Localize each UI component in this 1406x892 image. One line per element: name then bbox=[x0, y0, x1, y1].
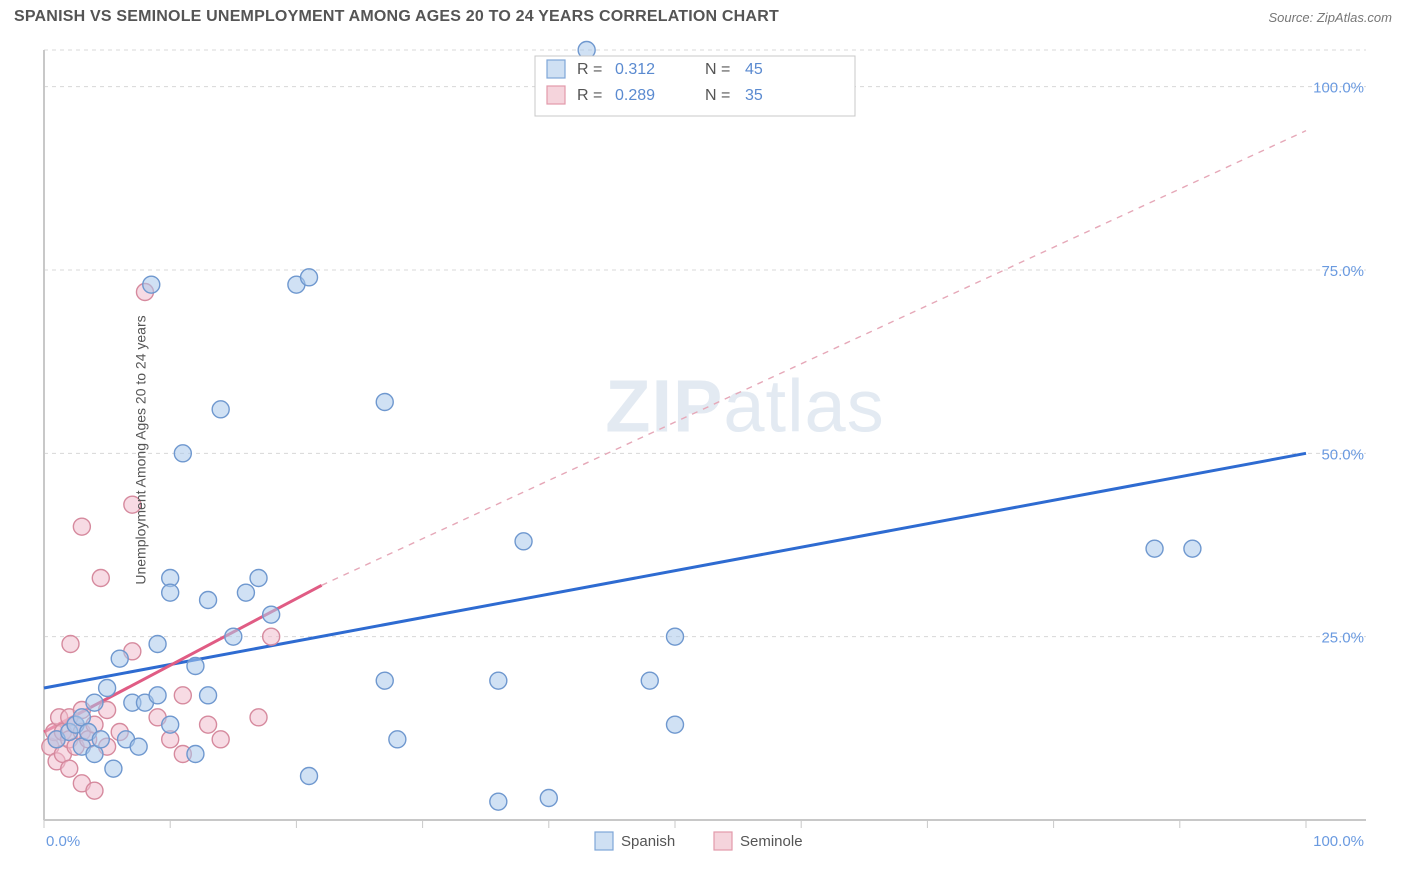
spanish-point bbox=[99, 680, 116, 697]
legend-n-label: N = bbox=[705, 61, 730, 78]
seminole-point bbox=[62, 636, 79, 653]
legend-n-value: 45 bbox=[745, 61, 763, 78]
source-prefix: Source: bbox=[1268, 10, 1316, 25]
spanish-point bbox=[130, 738, 147, 755]
y-tick-label: 100.0% bbox=[1313, 80, 1364, 97]
legend-swatch bbox=[547, 86, 565, 104]
source-name: ZipAtlas.com bbox=[1317, 10, 1392, 25]
legend-swatch bbox=[714, 832, 732, 850]
legend-r-value: 0.312 bbox=[615, 61, 655, 78]
spanish-point bbox=[263, 606, 280, 623]
spanish-point bbox=[187, 658, 204, 675]
x-tick-label: 100.0% bbox=[1313, 833, 1364, 850]
spanish-point bbox=[86, 694, 103, 711]
seminole-fit-extrapolation bbox=[322, 131, 1306, 586]
legend-swatch bbox=[595, 832, 613, 850]
spanish-point bbox=[92, 731, 109, 748]
chart-header: SPANISH VS SEMINOLE UNEMPLOYMENT AMONG A… bbox=[0, 0, 1406, 30]
spanish-point bbox=[174, 445, 191, 462]
spanish-point bbox=[667, 716, 684, 733]
seminole-point bbox=[263, 628, 280, 645]
spanish-point bbox=[515, 533, 532, 550]
spanish-point bbox=[490, 793, 507, 810]
spanish-point bbox=[162, 584, 179, 601]
spanish-point bbox=[200, 592, 217, 609]
chart-title: SPANISH VS SEMINOLE UNEMPLOYMENT AMONG A… bbox=[14, 8, 779, 26]
y-tick-label: 50.0% bbox=[1321, 446, 1364, 463]
spanish-point bbox=[225, 628, 242, 645]
legend-swatch bbox=[547, 60, 565, 78]
spanish-point bbox=[149, 687, 166, 704]
seminole-point bbox=[92, 570, 109, 587]
spanish-point bbox=[143, 276, 160, 293]
spanish-point bbox=[149, 636, 166, 653]
legend-series-label: Spanish bbox=[621, 833, 675, 850]
spanish-point bbox=[376, 394, 393, 411]
legend-n-value: 35 bbox=[745, 87, 763, 104]
spanish-point bbox=[641, 672, 658, 689]
legend-r-label: R = bbox=[577, 61, 602, 78]
scatter-chart: ZIPatlas 25.0% 50.0% 75.0% 100.0% 0.0% 100.0% R… bbox=[0, 30, 1406, 870]
seminole-point bbox=[73, 518, 90, 535]
legend-n-label: N = bbox=[705, 87, 730, 104]
seminole-point bbox=[174, 687, 191, 704]
watermark: ZIPatlas bbox=[605, 364, 884, 447]
spanish-point bbox=[540, 790, 557, 807]
chart-container: Unemployment Among Ages 20 to 24 years Z… bbox=[0, 30, 1406, 870]
seminole-point bbox=[212, 731, 229, 748]
spanish-point bbox=[237, 584, 254, 601]
spanish-point bbox=[389, 731, 406, 748]
spanish-point bbox=[376, 672, 393, 689]
y-axis-label: Unemployment Among Ages 20 to 24 years bbox=[133, 315, 149, 584]
y-tick-label: 25.0% bbox=[1321, 630, 1364, 647]
spanish-point bbox=[212, 401, 229, 418]
seminole-point bbox=[61, 760, 78, 777]
series-legend: Spanish Seminole bbox=[595, 832, 803, 850]
y-tick-label: 75.0% bbox=[1321, 263, 1364, 280]
spanish-point bbox=[200, 687, 217, 704]
seminole-point bbox=[86, 782, 103, 799]
spanish-fit-line bbox=[44, 453, 1306, 688]
spanish-point bbox=[111, 650, 128, 667]
spanish-point bbox=[301, 269, 318, 286]
spanish-point bbox=[105, 760, 122, 777]
legend-r-label: R = bbox=[577, 87, 602, 104]
seminole-point bbox=[200, 716, 217, 733]
source-attribution: Source: ZipAtlas.com bbox=[1268, 10, 1392, 25]
x-tick-label: 0.0% bbox=[46, 833, 80, 850]
legend-r-value: 0.289 bbox=[615, 87, 655, 104]
spanish-point bbox=[301, 768, 318, 785]
spanish-point bbox=[1184, 540, 1201, 557]
spanish-point bbox=[490, 672, 507, 689]
spanish-point bbox=[250, 570, 267, 587]
spanish-point bbox=[187, 746, 204, 763]
spanish-point bbox=[667, 628, 684, 645]
spanish-point bbox=[1146, 540, 1163, 557]
seminole-point bbox=[250, 709, 267, 726]
spanish-point bbox=[162, 716, 179, 733]
legend-series-label: Seminole bbox=[740, 833, 803, 850]
